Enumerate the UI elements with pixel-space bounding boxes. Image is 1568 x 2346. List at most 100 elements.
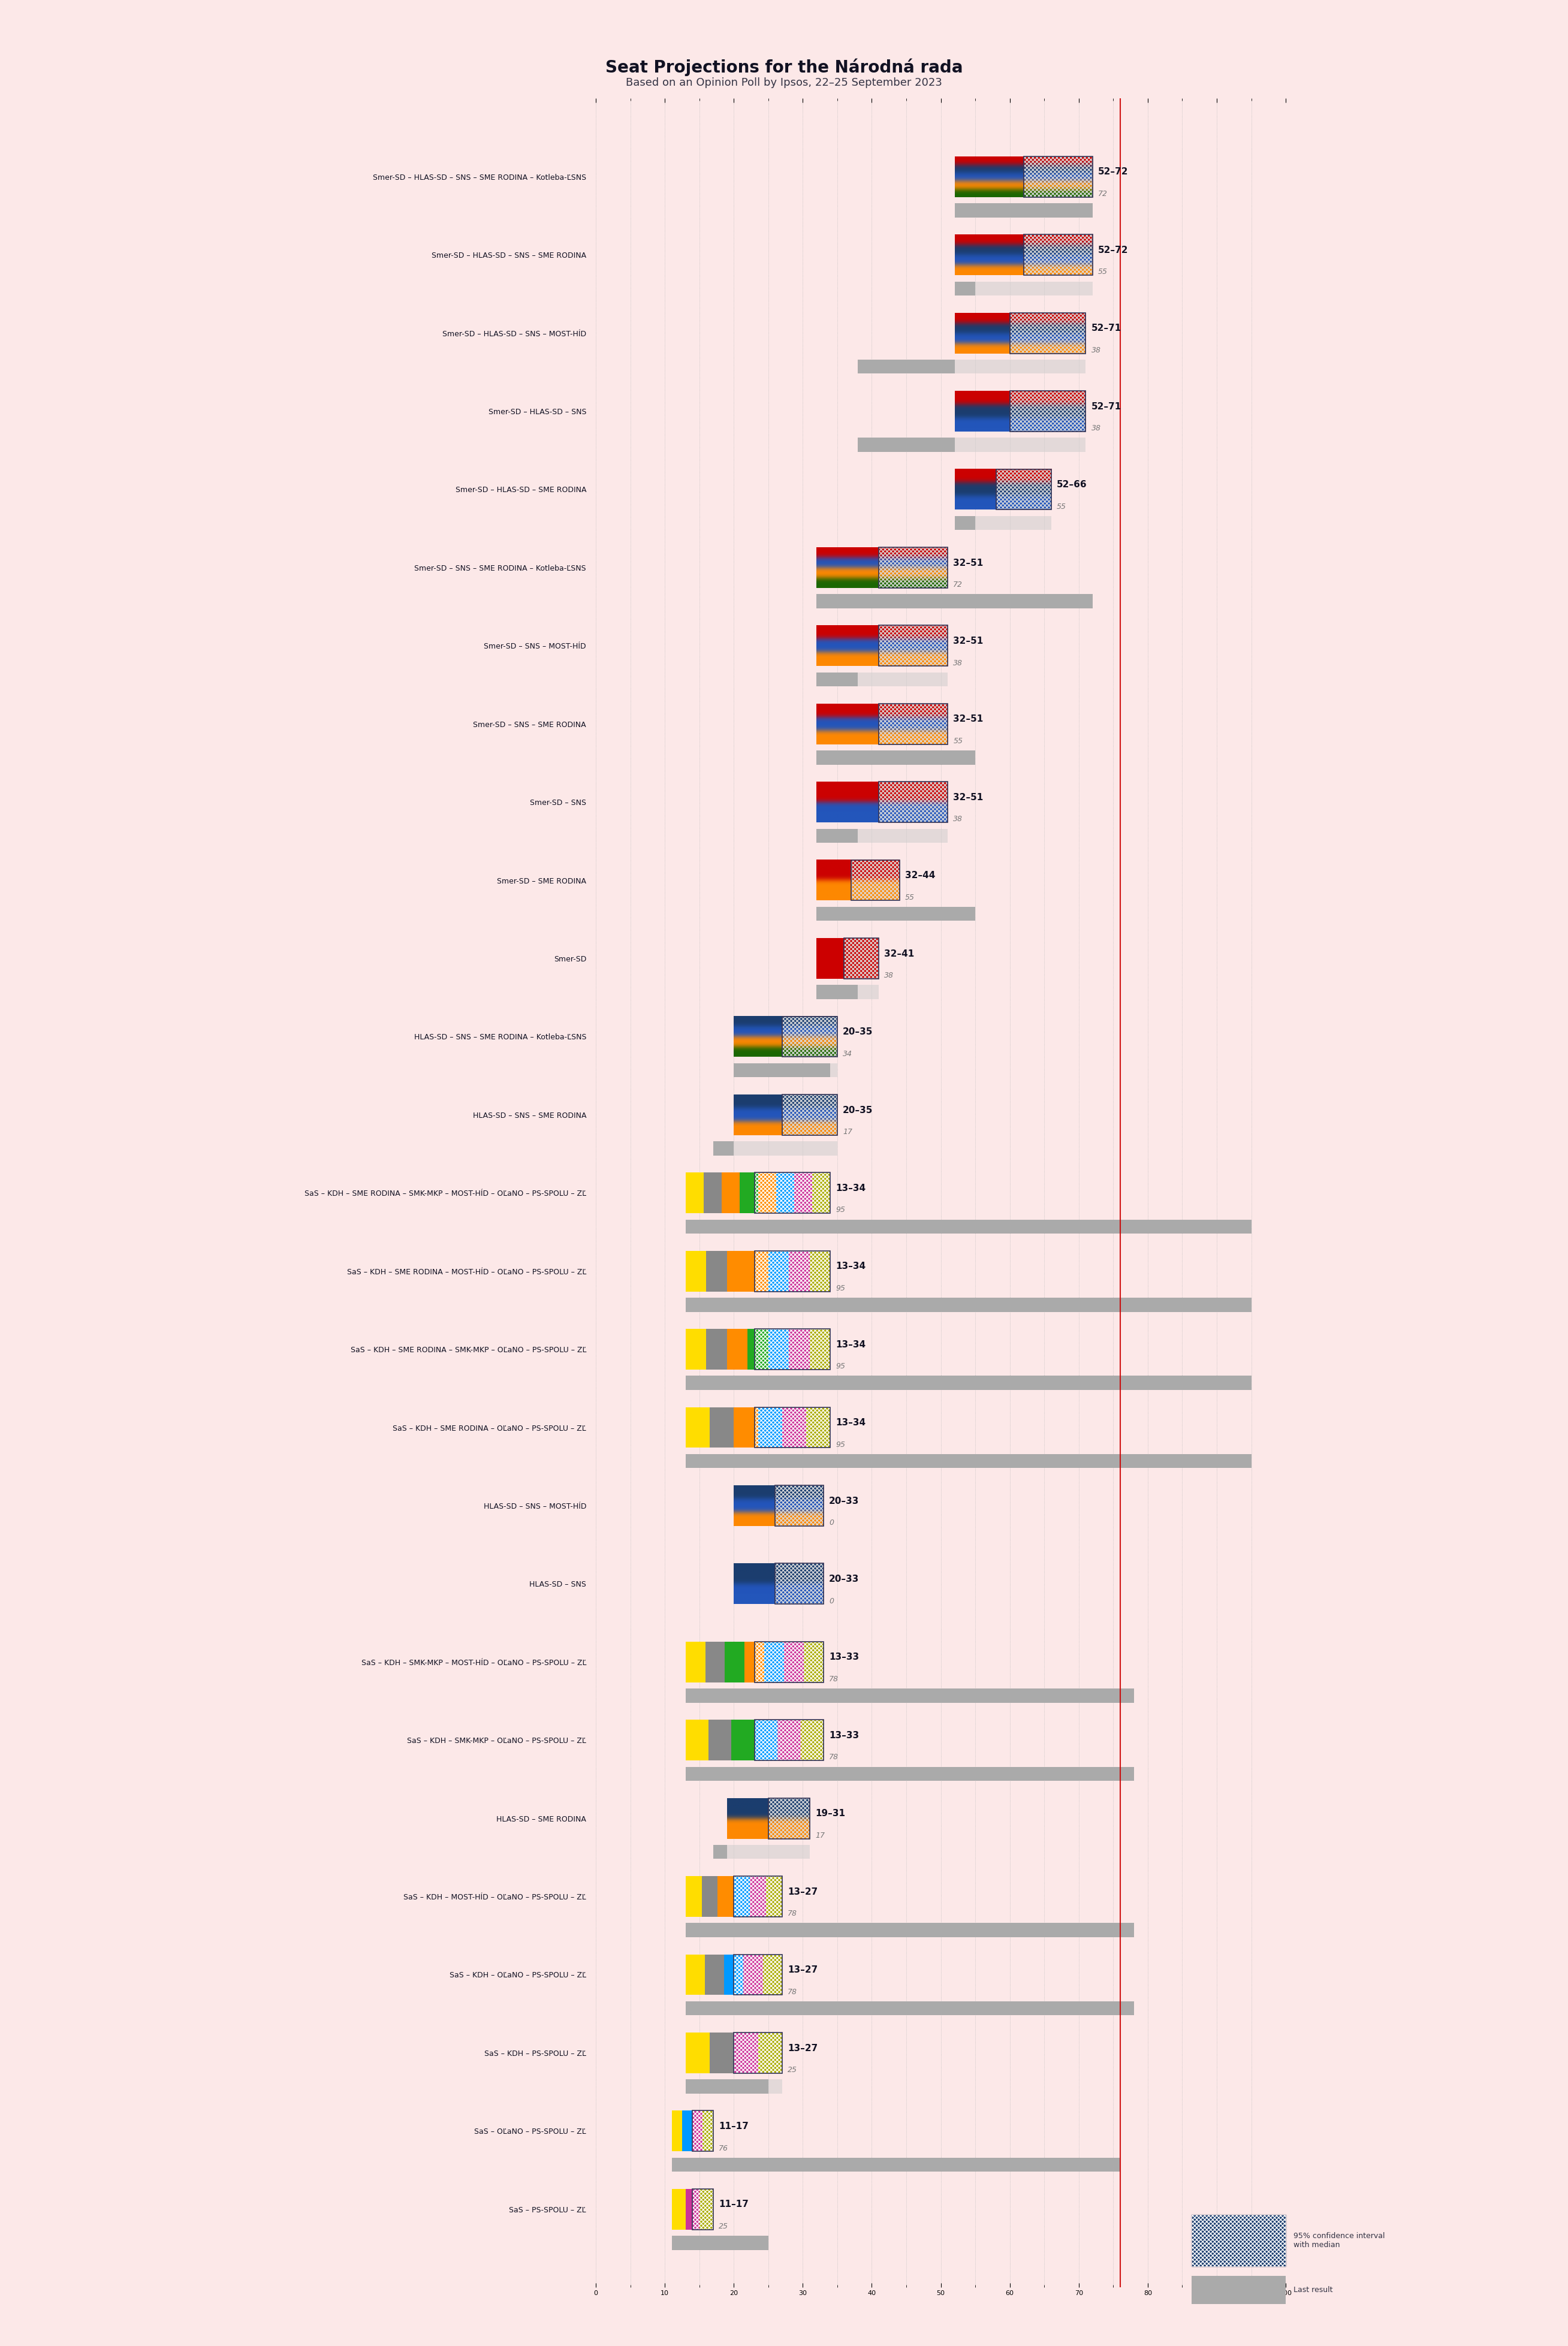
Bar bbox=[713, 1143, 734, 1157]
Text: 25: 25 bbox=[787, 2067, 797, 2074]
Bar bbox=[671, 2201, 713, 2217]
Bar bbox=[734, 1877, 782, 1917]
Bar bbox=[768, 1797, 809, 1839]
Text: 78: 78 bbox=[829, 1752, 839, 1762]
Text: 55: 55 bbox=[1057, 502, 1066, 511]
Bar bbox=[878, 547, 947, 589]
Bar bbox=[782, 1408, 806, 1447]
Bar bbox=[728, 1809, 809, 1828]
Bar bbox=[682, 2111, 693, 2151]
Bar bbox=[768, 1250, 789, 1290]
Bar bbox=[706, 1328, 728, 1370]
Text: 76: 76 bbox=[718, 2144, 728, 2151]
Bar bbox=[709, 1720, 732, 1759]
Bar bbox=[754, 1408, 831, 1447]
Bar bbox=[817, 985, 858, 999]
Bar bbox=[996, 469, 1051, 509]
Text: 38: 38 bbox=[1091, 425, 1101, 432]
Text: 20–33: 20–33 bbox=[829, 1574, 859, 1584]
Bar bbox=[685, 1924, 1134, 1938]
Bar bbox=[685, 1220, 831, 1234]
Text: 72: 72 bbox=[953, 582, 963, 589]
Bar bbox=[754, 1642, 823, 1682]
Bar bbox=[685, 1297, 1251, 1311]
Bar bbox=[671, 2158, 1120, 2172]
Bar bbox=[757, 2032, 782, 2074]
Text: 17: 17 bbox=[844, 1128, 853, 1135]
Bar bbox=[734, 1063, 831, 1077]
Text: 0: 0 bbox=[829, 1518, 834, 1527]
Bar bbox=[757, 1173, 776, 1213]
Bar bbox=[762, 1954, 782, 1994]
Bar bbox=[955, 204, 1093, 218]
Bar bbox=[809, 1328, 831, 1370]
Text: Seat Projections for the Národná rada: Seat Projections for the Národná rada bbox=[605, 59, 963, 77]
Text: 38: 38 bbox=[1091, 347, 1101, 354]
Bar bbox=[728, 1328, 748, 1370]
Bar bbox=[775, 1562, 823, 1605]
Bar bbox=[724, 1642, 745, 1682]
Bar bbox=[817, 793, 947, 812]
Bar bbox=[734, 2032, 782, 2074]
Text: Last result: Last result bbox=[1294, 2285, 1333, 2294]
Text: 32–51: 32–51 bbox=[953, 558, 983, 568]
Bar bbox=[844, 938, 878, 978]
Bar bbox=[671, 2111, 682, 2151]
Text: 11–17: 11–17 bbox=[718, 2121, 748, 2130]
Bar bbox=[1024, 157, 1093, 197]
Bar bbox=[734, 1107, 837, 1124]
Text: 17: 17 bbox=[815, 1832, 825, 1839]
Bar bbox=[685, 1328, 706, 1370]
Text: 13–34: 13–34 bbox=[836, 1185, 866, 1192]
Bar bbox=[782, 1096, 837, 1135]
Bar bbox=[734, 1877, 782, 1917]
Text: 38: 38 bbox=[953, 816, 963, 823]
Bar bbox=[710, 2032, 734, 2074]
Bar bbox=[693, 2189, 713, 2229]
Bar bbox=[750, 1877, 767, 1917]
Bar bbox=[782, 1096, 837, 1135]
Bar bbox=[812, 1173, 831, 1213]
Bar bbox=[858, 359, 955, 373]
Bar bbox=[685, 2001, 782, 2015]
Bar bbox=[768, 1328, 789, 1370]
Bar bbox=[685, 1924, 782, 1938]
Bar bbox=[757, 1408, 782, 1447]
Bar bbox=[754, 1250, 831, 1290]
Text: 32–44: 32–44 bbox=[905, 870, 935, 880]
Bar bbox=[702, 2111, 713, 2151]
Bar bbox=[844, 938, 878, 978]
Bar bbox=[851, 861, 900, 901]
Bar bbox=[734, 1954, 782, 1994]
Bar bbox=[701, 1877, 718, 1917]
Bar bbox=[685, 2032, 710, 2074]
Bar bbox=[685, 1375, 831, 1389]
Bar bbox=[817, 558, 947, 577]
Bar bbox=[671, 2158, 713, 2172]
Bar bbox=[693, 2111, 702, 2151]
Bar bbox=[1024, 235, 1093, 274]
Text: 19–31: 19–31 bbox=[815, 1809, 845, 1818]
Bar bbox=[685, 1642, 706, 1682]
Bar bbox=[685, 2189, 699, 2229]
Text: 13–34: 13–34 bbox=[836, 1419, 866, 1426]
Text: 52–71: 52–71 bbox=[1091, 324, 1121, 333]
Text: 55: 55 bbox=[953, 737, 963, 746]
Bar bbox=[878, 704, 947, 744]
Bar bbox=[764, 1642, 784, 1682]
Bar bbox=[817, 638, 947, 655]
Bar bbox=[1024, 235, 1093, 274]
Bar bbox=[782, 1016, 837, 1058]
Bar bbox=[754, 1173, 831, 1213]
Bar bbox=[754, 1173, 831, 1213]
Bar bbox=[734, 1497, 823, 1513]
Text: 38: 38 bbox=[953, 659, 963, 666]
Text: 78: 78 bbox=[829, 1675, 839, 1682]
Bar bbox=[685, 1455, 1251, 1469]
Bar bbox=[754, 1328, 831, 1370]
Bar bbox=[955, 481, 1051, 497]
Bar bbox=[778, 1720, 801, 1759]
Bar bbox=[734, 1408, 757, 1447]
Bar bbox=[734, 2032, 757, 2074]
Bar bbox=[817, 828, 947, 842]
